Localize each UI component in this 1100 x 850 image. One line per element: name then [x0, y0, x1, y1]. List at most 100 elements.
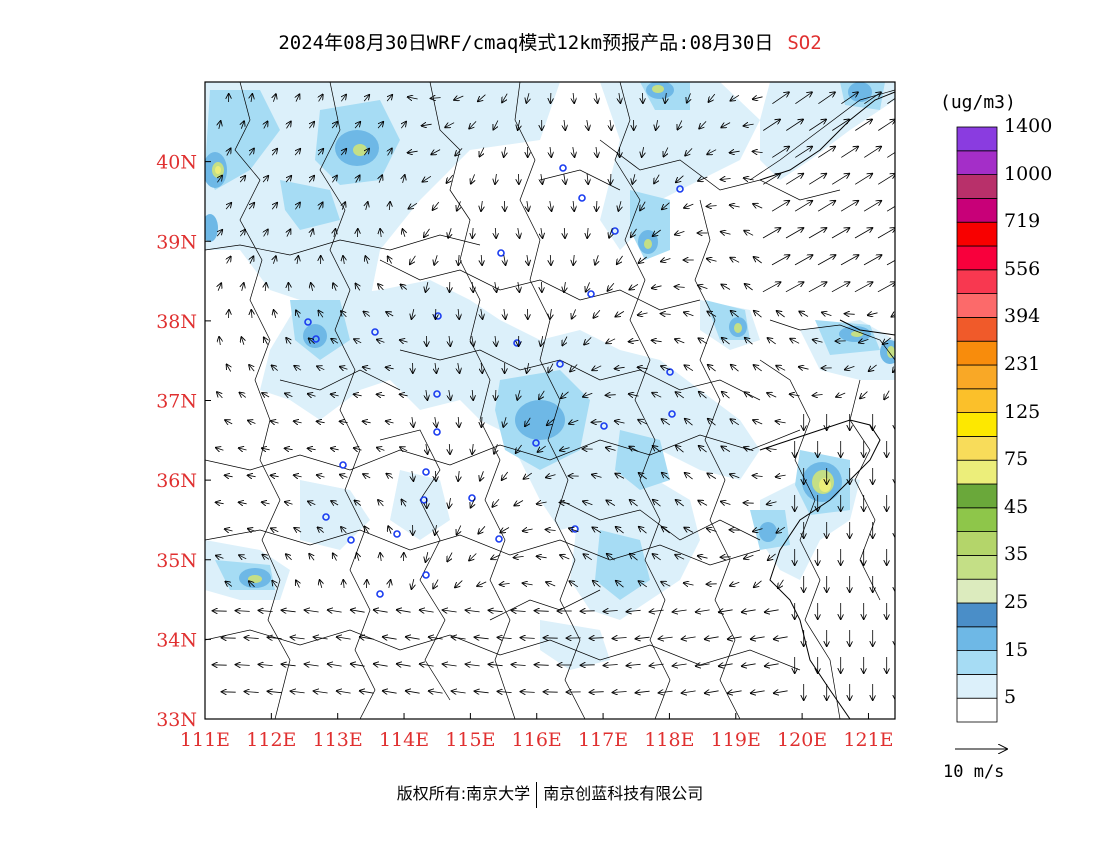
wind-arrow	[489, 664, 503, 665]
wind-arrow	[469, 553, 477, 561]
wind-arrow	[564, 174, 566, 184]
wind-arrow	[629, 284, 639, 289]
wind-arrow	[216, 502, 224, 503]
lon-labels: 111E 112E 113E 114E 115E 116E 117E 118E 119E 120E…	[180, 729, 894, 751]
wind-arrow	[877, 228, 895, 239]
wind-arrow	[319, 203, 323, 210]
wind-arrow	[684, 204, 694, 208]
axis-ticks	[204, 161, 869, 720]
wind-arrow	[400, 340, 408, 342]
wind-arrow	[328, 664, 342, 666]
wind-arrow	[604, 665, 618, 666]
wind-arrow	[765, 610, 779, 612]
wind-arrow	[216, 448, 224, 451]
wind-arrow	[377, 448, 385, 451]
wind-arrow	[424, 228, 430, 237]
copyright-footer: 版权所有:南京大学 南京创蓝科技有限公司	[0, 780, 1100, 808]
wind-arrow	[317, 421, 325, 422]
wind-arrow	[271, 421, 279, 423]
wind-arrow	[383, 691, 397, 693]
wind-arrow	[719, 610, 733, 612]
colorbar-label: 75	[1004, 448, 1029, 471]
wind-arrow	[662, 202, 670, 210]
wind-arrow	[731, 311, 739, 318]
wind-arrow	[664, 147, 668, 157]
colorbar-swatch	[956, 674, 998, 699]
wind-arrow	[364, 95, 369, 102]
lat-label: 33N	[156, 709, 197, 731]
wind-arrow	[590, 692, 604, 693]
wind-arrow	[448, 228, 451, 238]
wind-arrow	[332, 122, 337, 129]
wind-arrow	[240, 230, 245, 237]
colorbar-label: 45	[1004, 495, 1029, 518]
colorbar-label: 1000	[1004, 162, 1053, 185]
wind-arrow	[636, 637, 650, 639]
wind-arrow	[518, 173, 519, 184]
colorbar-label: 15	[1004, 638, 1029, 661]
wind-arrow	[629, 394, 639, 396]
wind-arrow	[745, 338, 753, 345]
wind-arrow	[294, 421, 302, 423]
wind-arrow	[435, 417, 437, 427]
wind-arrow	[892, 311, 895, 316]
wind-arrow	[722, 338, 730, 345]
wind-arrow	[696, 664, 710, 666]
wind-arrow	[481, 309, 483, 319]
wind-arrow	[241, 337, 244, 345]
wind-arrow	[652, 393, 662, 397]
wind-arrow	[774, 691, 788, 693]
wind-arrow	[595, 255, 598, 264]
wind-arrow	[541, 174, 543, 184]
wind-arrow	[745, 392, 754, 399]
wind-arrow	[546, 475, 556, 478]
wind-arrow	[374, 664, 388, 666]
wind-arrow	[527, 255, 529, 265]
wind-arrow	[831, 282, 850, 293]
wind-arrow	[443, 664, 457, 666]
wind-arrow	[762, 228, 780, 239]
wind-arrow	[466, 664, 480, 666]
wind-arrow	[366, 580, 367, 589]
wind-arrow	[422, 124, 432, 126]
wind-arrow	[768, 553, 776, 560]
wind-arrow	[523, 529, 533, 531]
wind-arrow	[435, 470, 436, 481]
wind-arrow	[584, 554, 593, 561]
wind-arrow	[272, 581, 277, 588]
wind-arrow	[309, 176, 314, 183]
wind-arrow	[618, 201, 621, 211]
wind-arrow	[435, 362, 436, 373]
wind-arrow	[656, 120, 658, 130]
wind-arrow	[426, 282, 428, 292]
colorbar-swatch	[956, 269, 998, 294]
wind-arrow	[433, 201, 440, 210]
colorbar-swatch	[956, 316, 998, 342]
wind-arrow	[502, 93, 508, 103]
wind-arrow	[653, 229, 661, 236]
wind-arrow	[377, 394, 385, 395]
wind-arrow	[262, 393, 270, 397]
wind-arrow	[587, 120, 589, 130]
wind-arrow	[286, 338, 291, 345]
colorbar-swatch	[956, 531, 998, 556]
wind-arrow	[675, 287, 685, 288]
wind-arrow	[426, 444, 428, 454]
wind-arrow	[731, 419, 740, 426]
wind-arrow	[840, 255, 858, 266]
wind-arrow	[320, 580, 322, 589]
wind-arrow	[786, 120, 803, 131]
wind-arrow	[472, 281, 473, 292]
wind-arrow	[523, 583, 533, 585]
wind-arrow	[516, 444, 522, 453]
wind-arrow	[363, 474, 371, 478]
wind-arrow	[331, 501, 339, 505]
wind-arrow	[481, 200, 482, 211]
wind-arrow	[613, 638, 627, 639]
wind-arrow	[477, 582, 487, 586]
wind-arrow	[818, 92, 835, 105]
wind-arrow	[355, 501, 362, 506]
wind-arrow	[333, 553, 337, 561]
wind-arrow	[458, 254, 459, 265]
wind-arrow	[696, 610, 710, 612]
